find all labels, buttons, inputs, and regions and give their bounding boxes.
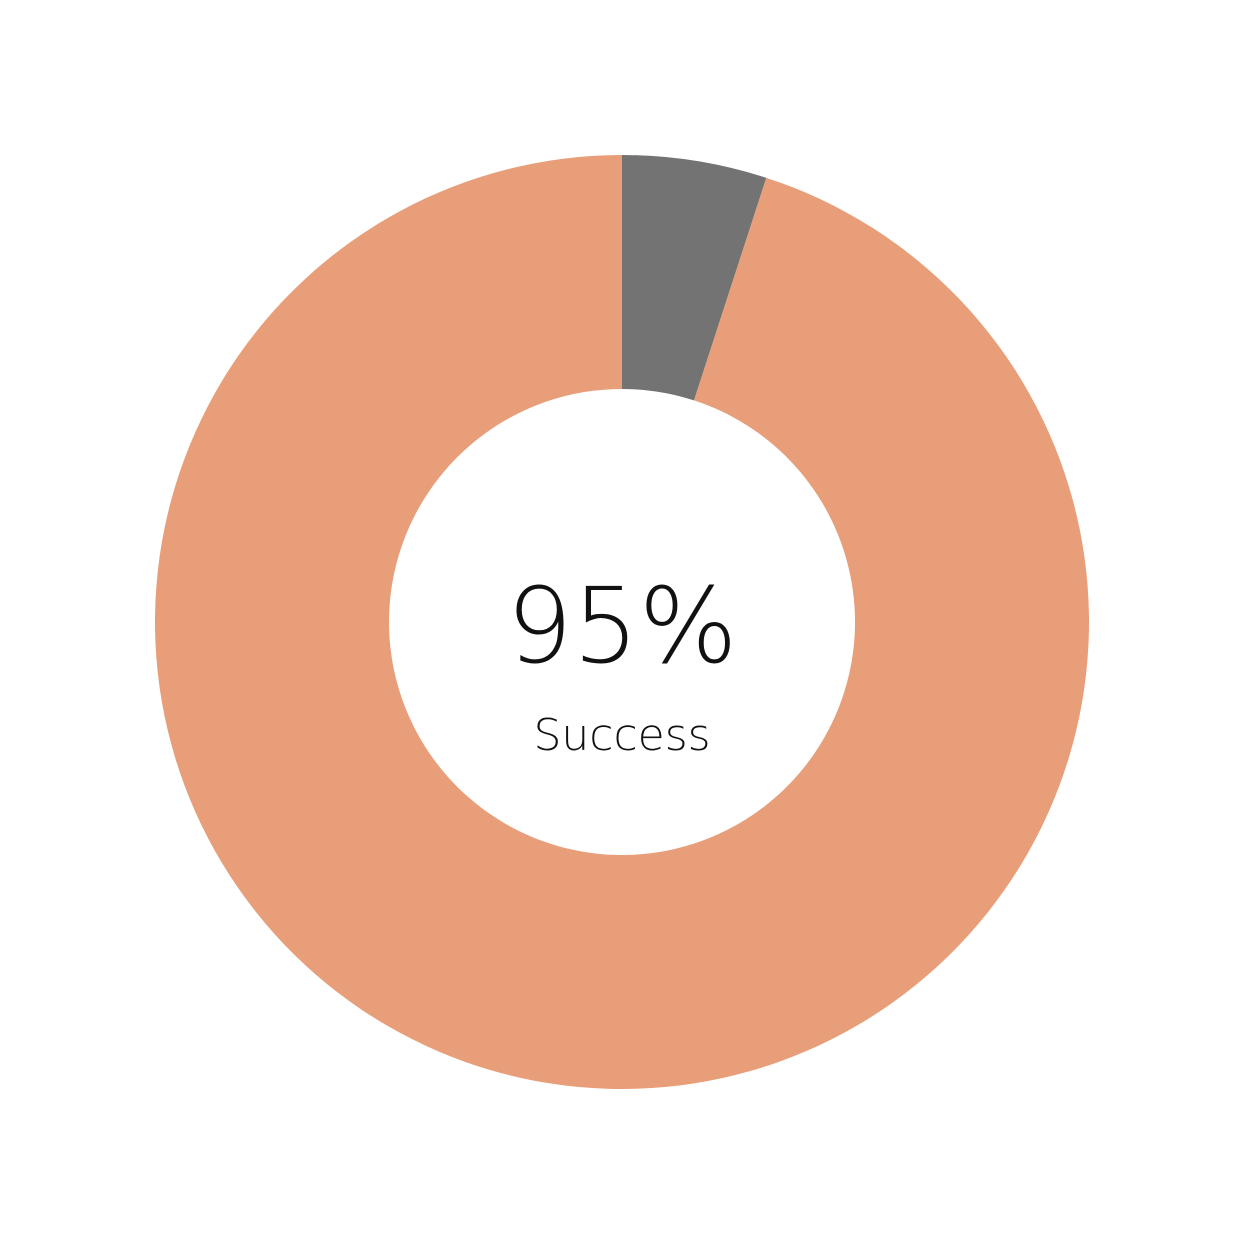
donut-slices [154, 155, 1089, 1090]
center-label: Success [533, 710, 710, 761]
donut-slice-0 [622, 155, 767, 401]
center-value: 95% [506, 565, 737, 687]
donut-slice-1 [154, 155, 1089, 1090]
